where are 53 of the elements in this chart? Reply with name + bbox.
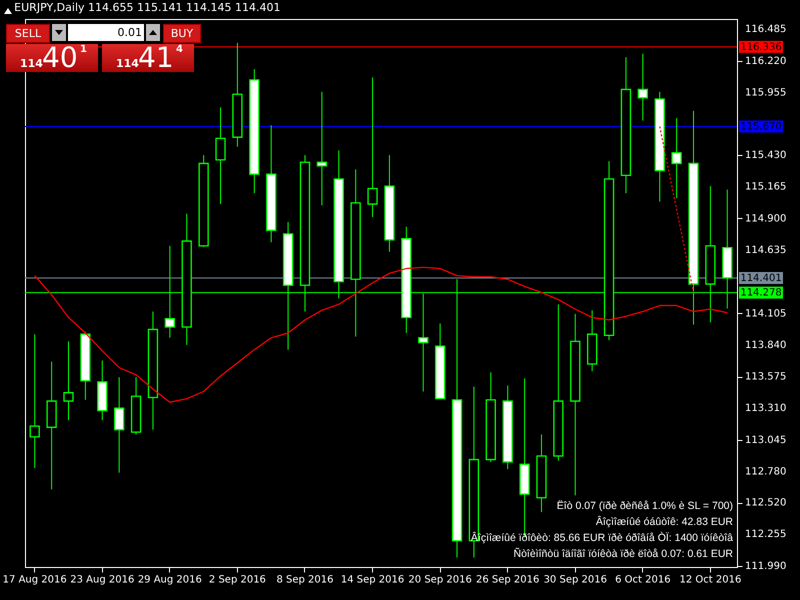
buy-button: BUY bbox=[163, 24, 201, 43]
y-tick-label: 114.635 bbox=[745, 245, 786, 256]
x-tick-label: 8 Sep 2016 bbox=[276, 574, 334, 586]
annotation: 40 bbox=[42, 41, 78, 74]
y-tick-label: 113.310 bbox=[745, 403, 786, 414]
candlestick bbox=[215, 106, 226, 205]
annotation: 41 bbox=[138, 41, 174, 74]
x-tick-label: 6 Oct 2016 bbox=[615, 574, 671, 586]
sell-button: SELL bbox=[6, 24, 50, 43]
annotation: 114 bbox=[20, 57, 43, 70]
x-tick-label: 20 Sep 2016 bbox=[408, 574, 472, 586]
y-tick-label: 115.165 bbox=[745, 182, 786, 193]
y-tick-label: 116.220 bbox=[745, 56, 786, 67]
candlestick bbox=[114, 376, 124, 474]
y-tick-label: 113.575 bbox=[745, 372, 786, 383]
lot-size-field: 0.01 bbox=[68, 24, 144, 41]
y-tick-label: 111.990 bbox=[745, 560, 786, 572]
y-tick-label: 115.955 bbox=[745, 87, 786, 98]
x-tick-label: 14 Sep 2016 bbox=[340, 574, 404, 586]
candlestick bbox=[30, 334, 40, 468]
annotation: 4 bbox=[176, 44, 183, 55]
y-tick-label: 116.485 bbox=[745, 24, 786, 36]
y-tick-label: 112.520 bbox=[745, 498, 786, 509]
candlestick bbox=[316, 91, 328, 206]
candlestick bbox=[367, 77, 378, 218]
x-tick-label: 26 Sep 2016 bbox=[476, 574, 540, 586]
y-tick-label: 115.430 bbox=[745, 150, 786, 162]
y-tick-label: 114.105 bbox=[745, 308, 786, 320]
annotation: 1 bbox=[80, 44, 87, 55]
chart-title: EURJPY,Daily 114.655 115.141 114.145 114.401 bbox=[14, 1, 280, 14]
line-series bbox=[34, 266, 728, 403]
annotation: Âîçìîæíûé óáûòîê: 42.83 EUR bbox=[596, 515, 734, 528]
annotation: 114 bbox=[116, 57, 139, 70]
y-tick-label: 114.900 bbox=[745, 213, 786, 224]
candlestick bbox=[671, 118, 682, 199]
ref-line-label: 115.670 bbox=[740, 121, 782, 132]
candlestick bbox=[638, 53, 648, 121]
annotation: Ñòîèìîñòü îäíîãî ïóíêòà ïðè ëîòå 0.07: 0.61 EUR bbox=[514, 547, 734, 560]
ref-line-label: 114.278 bbox=[740, 288, 782, 299]
annotation: Ëîò 0.07 (ïðè ðèñêå 1.0% è SL = 700) bbox=[556, 500, 733, 512]
y-tick-label: 113.045 bbox=[745, 434, 786, 446]
x-tick-label: 30 Sep 2016 bbox=[544, 574, 607, 586]
x-tick-label: 29 Aug 2016 bbox=[138, 574, 202, 586]
x-tick-label: 17 Aug 2016 bbox=[2, 574, 67, 586]
y-tick-label: 113.840 bbox=[745, 340, 786, 351]
x-tick-label: 23 Aug 2016 bbox=[70, 574, 134, 586]
y-tick-label: 112.780 bbox=[745, 466, 786, 478]
ref-line-label: 116.336 bbox=[740, 42, 782, 53]
x-tick-label: 12 Oct 2016 bbox=[679, 574, 742, 586]
y-tick-label: 112.255 bbox=[745, 529, 786, 540]
ref-line-label: 114.401 bbox=[740, 272, 782, 284]
x-tick-label: 2 Sep 2016 bbox=[208, 574, 266, 586]
candlestick bbox=[63, 340, 74, 421]
